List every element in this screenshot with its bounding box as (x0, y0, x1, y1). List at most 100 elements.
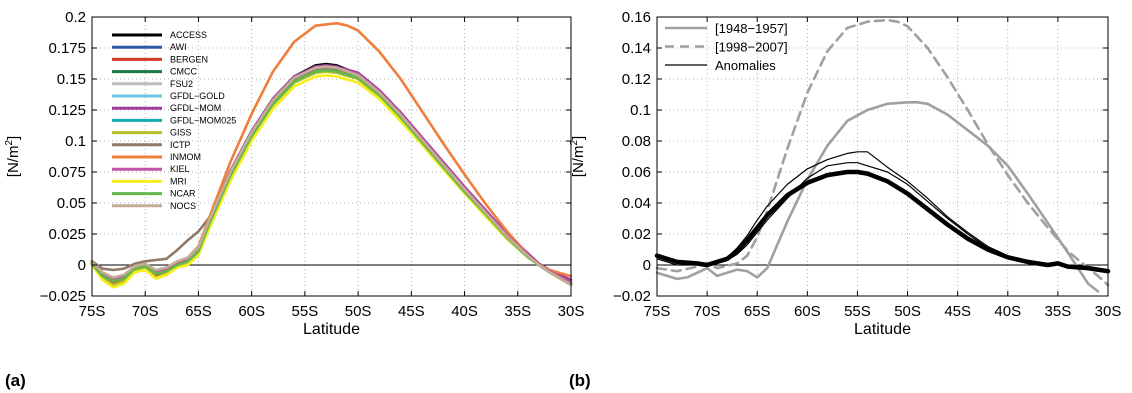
y-axis-label-close: ] (5, 136, 22, 140)
x-tick-label: 30S (1095, 303, 1122, 320)
y-axis-label-text: [N/m (570, 146, 587, 178)
series-line (90, 65, 573, 287)
chart-panel-a: 75S 70S 65S 60S 55S 50S 45S 40S 35S 30S −0.025 0 0.0… (4, 9, 584, 390)
legend-entry-label: NCAR (170, 189, 196, 199)
legend-entry-label: GFDL−GOLD (170, 91, 225, 101)
legend-entry-label: KIEL (170, 164, 190, 174)
series-line (655, 18, 1110, 287)
legend-entry-label: CMCC (170, 67, 197, 77)
series-line (90, 65, 573, 287)
legend-entry-label: AWI (170, 42, 187, 52)
x-tick-label: 60S (794, 303, 821, 320)
x-axis-label-a: Latitude (303, 321, 360, 338)
axis-frame (91, 16, 572, 297)
grid-b (657, 17, 1108, 296)
x-tick-label: 35S (504, 303, 531, 320)
x-axis-label-b: Latitude (854, 321, 911, 338)
chart-panel-b: 75S 70S 65S 60S 55S 50S 45S 40S 35S 30S −0.02 0 0.02… (569, 9, 1121, 390)
series-group-b (654, 18, 1111, 293)
panel-label-a: (a) (5, 371, 26, 390)
x-tick-label: 65S (185, 303, 212, 320)
y-tick-label: 0.15 (57, 71, 86, 88)
y-tick-label: 0.02 (622, 226, 651, 243)
y-tick-label: 0.1 (630, 102, 651, 119)
y-tick-label: 0.12 (622, 71, 651, 88)
x-tick-label: 30S (558, 303, 585, 320)
x-tick-label: 50S (894, 303, 921, 320)
y-axis-label-sup: 2 (569, 140, 580, 146)
series-line (90, 21, 573, 280)
y-tick-label: −0.025 (40, 288, 86, 305)
legend-entry-label: [1948−1957] (715, 21, 788, 36)
series-group-a (90, 21, 573, 289)
y-tick-label: 0.16 (622, 9, 651, 26)
series-line (90, 62, 573, 285)
legend-entry-label: NOCS (170, 201, 196, 211)
y-tick-label: 0.025 (48, 226, 86, 243)
series-line (90, 66, 573, 287)
panel-label-b: (b) (569, 371, 591, 390)
axes-a: 75S 70S 65S 60S 55S 50S 45S 40S 35S 30S −0.025 0 0.0… (40, 9, 585, 320)
x-tick-label: 70S (694, 303, 721, 320)
series-line (90, 69, 573, 287)
series-line (90, 67, 573, 287)
legend-entry-label: BERGEN (170, 54, 208, 64)
series-line (656, 151, 1109, 271)
x-tick-label: 55S (844, 303, 871, 320)
series-line (654, 169, 1111, 274)
legend-entry-label: ICTP (170, 140, 191, 150)
series-line (90, 64, 573, 282)
x-tick-label: 35S (1045, 303, 1072, 320)
y-tick-label: 0.125 (48, 102, 86, 119)
series-line (90, 64, 573, 287)
legend-entry-label: INMOM (170, 152, 201, 162)
x-tick-label: 60S (238, 303, 265, 320)
x-tick-label: 40S (994, 303, 1021, 320)
y-tick-label: 0.08 (622, 133, 651, 150)
y-tick-label: −0.02 (613, 288, 651, 305)
y-tick-label: 0.05 (57, 195, 86, 212)
series-line (90, 70, 573, 287)
y-axis-label-a: [N/m2] (4, 136, 22, 177)
series-line (90, 66, 573, 287)
x-tick-label: 40S (451, 303, 478, 320)
y-tick-label: 0.04 (622, 195, 651, 212)
y-tick-label: 0.14 (622, 40, 651, 57)
y-tick-label: 0.06 (622, 164, 651, 181)
y-tick-label: 0 (643, 257, 651, 274)
x-tick-label: 75S (644, 303, 671, 320)
series-line (655, 101, 1100, 293)
x-tick-label: 65S (744, 303, 771, 320)
series-line (90, 65, 573, 287)
series-line (90, 74, 573, 289)
x-tick-label: 70S (132, 303, 159, 320)
x-tick-label: 75S (79, 303, 106, 320)
series-line (90, 65, 573, 284)
y-axis-label-b: [N/m2] (569, 136, 587, 177)
x-tick-label: 45S (398, 303, 425, 320)
x-tick-label: 50S (345, 303, 372, 320)
y-tick-label: 0.2 (65, 9, 86, 26)
x-tick-label: 45S (944, 303, 971, 320)
y-tick-label: 0.075 (48, 164, 86, 181)
legend-entry-label: GISS (170, 128, 192, 138)
axis-frame (656, 16, 1109, 297)
y-tick-label: 0 (78, 257, 86, 274)
legend-entry-label: ACCESS (170, 30, 207, 40)
y-tick-label: 0.1 (65, 133, 86, 150)
legend-entry-label: GFDL−MOM025 (170, 115, 236, 125)
legend-entry-label: GFDL−MOM (170, 103, 221, 113)
legend-entry-label: FSU2 (170, 79, 193, 89)
y-tick-label: 0.175 (48, 40, 86, 57)
series-line (656, 162, 1109, 274)
y-axis-label-text: [N/m (5, 146, 22, 178)
grid-a (92, 17, 571, 296)
y-axis-label-sup: 2 (4, 140, 15, 146)
legend-entry-label: [1998−2007] (715, 40, 788, 55)
legend-a: ACCESS AWI BERGEN CMCC FSU2 GFDL−GOLD GFDL−MOM… (112, 30, 236, 211)
legend-entry-label: Anomalies (715, 58, 776, 73)
series-line (90, 66, 573, 287)
legend-entry-label: MRI (170, 176, 187, 186)
legend-b: [1948−1957] [1998−2007] Anomalies (665, 21, 788, 73)
